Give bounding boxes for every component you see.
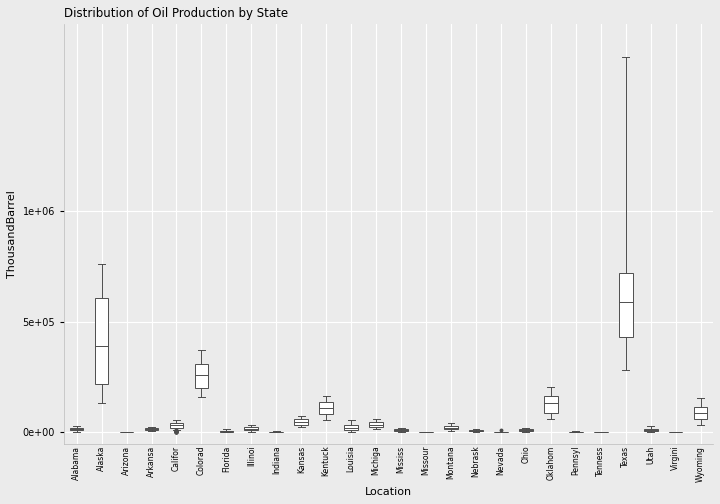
PathPatch shape	[245, 427, 258, 430]
PathPatch shape	[95, 297, 109, 384]
PathPatch shape	[70, 428, 84, 430]
PathPatch shape	[170, 423, 184, 428]
PathPatch shape	[469, 430, 483, 431]
X-axis label: Location: Location	[365, 487, 412, 497]
PathPatch shape	[320, 402, 333, 414]
PathPatch shape	[519, 429, 533, 431]
PathPatch shape	[220, 430, 233, 431]
Text: Distribution of Oil Production by State: Distribution of Oil Production by State	[64, 7, 288, 20]
PathPatch shape	[618, 273, 633, 337]
Y-axis label: ThousandBarrel: ThousandBarrel	[7, 190, 17, 278]
PathPatch shape	[644, 428, 657, 431]
PathPatch shape	[395, 429, 408, 431]
PathPatch shape	[145, 428, 158, 430]
PathPatch shape	[194, 364, 208, 388]
PathPatch shape	[369, 422, 383, 427]
PathPatch shape	[544, 396, 558, 413]
PathPatch shape	[444, 426, 458, 429]
PathPatch shape	[294, 419, 308, 425]
PathPatch shape	[344, 425, 358, 430]
PathPatch shape	[693, 407, 708, 419]
